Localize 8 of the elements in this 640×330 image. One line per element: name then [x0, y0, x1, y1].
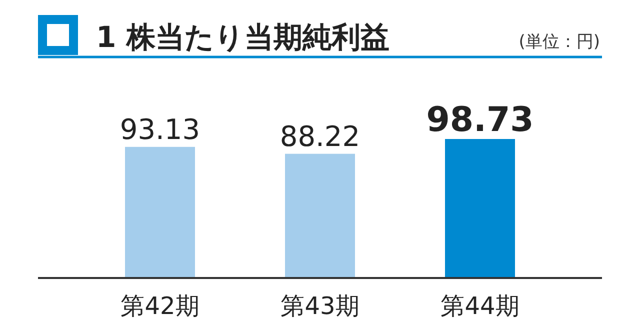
chart-title: 1 株当たり当期純利益: [96, 20, 390, 54]
x-tick-label: 第44期: [440, 292, 520, 320]
data-label: 93.13: [120, 112, 200, 146]
data-label: 98.73: [426, 100, 534, 140]
x-tick-label: 第42期: [120, 292, 200, 320]
data-label: 88.22: [280, 120, 360, 153]
x-tick-label: 第43期: [280, 292, 360, 320]
text: (単位：円): [518, 32, 600, 52]
